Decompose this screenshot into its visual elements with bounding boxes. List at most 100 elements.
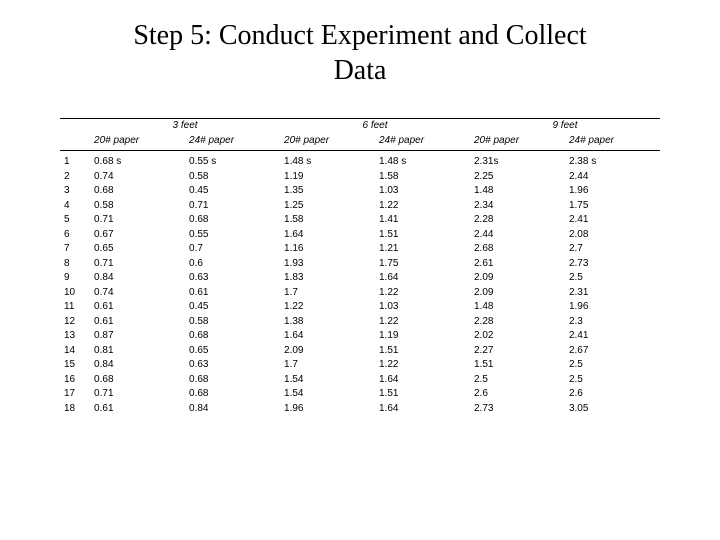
data-cell: 0.84 [185, 402, 280, 417]
data-cell: 2.6 [565, 387, 660, 402]
table-row: 30.680.451.351.031.481.96 [60, 184, 660, 199]
row-index-cell: 17 [60, 387, 90, 402]
data-cell: 0.6 [185, 257, 280, 272]
sub-header: 24# paper [565, 134, 660, 151]
data-cell: 1.38 [280, 315, 375, 330]
table-row: 160.680.681.541.642.52.5 [60, 373, 660, 388]
sub-header: 20# paper [280, 134, 375, 151]
data-cell: 2.38 s [565, 151, 660, 170]
data-cell: 1.51 [375, 344, 470, 359]
data-cell: 1.96 [280, 402, 375, 417]
table-row: 80.710.61.931.752.612.73 [60, 257, 660, 272]
data-cell: 1.19 [280, 170, 375, 185]
data-cell: 1.64 [280, 228, 375, 243]
row-index-cell: 15 [60, 358, 90, 373]
group-header: 6 feet [280, 119, 470, 134]
data-cell: 1.58 [280, 213, 375, 228]
row-index-cell: 14 [60, 344, 90, 359]
data-table-wrapper: 3 feet 6 feet 9 feet 20# paper 24# paper… [60, 118, 660, 416]
table-corner-cell [60, 119, 90, 134]
data-cell: 1.25 [280, 199, 375, 214]
data-cell: 2.73 [565, 257, 660, 272]
data-cell: 2.5 [470, 373, 565, 388]
data-cell: 1.35 [280, 184, 375, 199]
table-sub-header-row: 20# paper 24# paper 20# paper 24# paper … [60, 134, 660, 151]
row-index-cell: 11 [60, 300, 90, 315]
data-cell: 1.54 [280, 373, 375, 388]
data-cell: 1.48 [470, 184, 565, 199]
data-cell: 2.3 [565, 315, 660, 330]
data-cell: 2.34 [470, 199, 565, 214]
data-cell: 2.27 [470, 344, 565, 359]
data-cell: 1.54 [280, 387, 375, 402]
table-row: 140.810.652.091.512.272.67 [60, 344, 660, 359]
row-index-cell: 6 [60, 228, 90, 243]
data-cell: 1.22 [375, 315, 470, 330]
data-cell: 0.68 [185, 373, 280, 388]
data-cell: 1.64 [375, 271, 470, 286]
data-cell: 2.31s [470, 151, 565, 170]
data-cell: 1.83 [280, 271, 375, 286]
data-cell: 2.09 [470, 271, 565, 286]
data-cell: 1.7 [280, 358, 375, 373]
data-cell: 2.28 [470, 315, 565, 330]
data-cell: 2.08 [565, 228, 660, 243]
data-cell: 2.61 [470, 257, 565, 272]
data-cell: 0.68 [185, 387, 280, 402]
row-index-cell: 2 [60, 170, 90, 185]
row-index-cell: 9 [60, 271, 90, 286]
data-cell: 2.44 [470, 228, 565, 243]
data-cell: 2.5 [565, 373, 660, 388]
data-cell: 0.71 [185, 199, 280, 214]
data-cell: 2.67 [565, 344, 660, 359]
table-row: 60.670.551.641.512.442.08 [60, 228, 660, 243]
table-row: 10.68 s0.55 s1.48 s1.48 s2.31s2.38 s [60, 151, 660, 170]
data-cell: 1.03 [375, 184, 470, 199]
group-header: 3 feet [90, 119, 280, 134]
row-index-cell: 4 [60, 199, 90, 214]
group-header: 9 feet [470, 119, 660, 134]
data-cell: 2.25 [470, 170, 565, 185]
data-cell: 0.55 s [185, 151, 280, 170]
data-cell: 0.61 [90, 300, 185, 315]
data-cell: 2.02 [470, 329, 565, 344]
data-cell: 2.73 [470, 402, 565, 417]
table-row: 100.740.611.71.222.092.31 [60, 286, 660, 301]
data-cell: 1.64 [375, 373, 470, 388]
sub-header: 20# paper [90, 134, 185, 151]
data-cell: 1.22 [375, 199, 470, 214]
table-row: 120.610.581.381.222.282.3 [60, 315, 660, 330]
data-cell: 0.68 [90, 184, 185, 199]
data-cell: 1.51 [375, 387, 470, 402]
data-cell: 2.41 [565, 213, 660, 228]
data-cell: 2.44 [565, 170, 660, 185]
data-cell: 0.65 [185, 344, 280, 359]
data-cell: 0.68 [185, 329, 280, 344]
table-row: 40.580.711.251.222.341.75 [60, 199, 660, 214]
data-cell: 0.71 [90, 387, 185, 402]
title-line-2: Data [334, 55, 387, 86]
data-cell: 0.71 [90, 213, 185, 228]
data-cell: 0.74 [90, 170, 185, 185]
data-cell: 0.67 [90, 228, 185, 243]
slide-title: Step 5: Conduct Experiment and Collect D… [0, 0, 720, 88]
row-index-cell: 16 [60, 373, 90, 388]
row-index-cell: 3 [60, 184, 90, 199]
data-cell: 1.48 s [280, 151, 375, 170]
row-index-cell: 18 [60, 402, 90, 417]
data-cell: 0.84 [90, 358, 185, 373]
data-cell: 1.51 [470, 358, 565, 373]
data-cell: 2.31 [565, 286, 660, 301]
sub-header: 24# paper [185, 134, 280, 151]
data-cell: 0.7 [185, 242, 280, 257]
row-index-cell: 1 [60, 151, 90, 170]
data-cell: 0.74 [90, 286, 185, 301]
data-cell: 1.75 [565, 199, 660, 214]
data-cell: 0.45 [185, 184, 280, 199]
data-cell: 1.48 [470, 300, 565, 315]
experiment-data-table: 3 feet 6 feet 9 feet 20# paper 24# paper… [60, 118, 660, 416]
row-index-cell: 8 [60, 257, 90, 272]
data-cell: 1.75 [375, 257, 470, 272]
data-cell: 0.58 [185, 315, 280, 330]
data-cell: 0.58 [90, 199, 185, 214]
